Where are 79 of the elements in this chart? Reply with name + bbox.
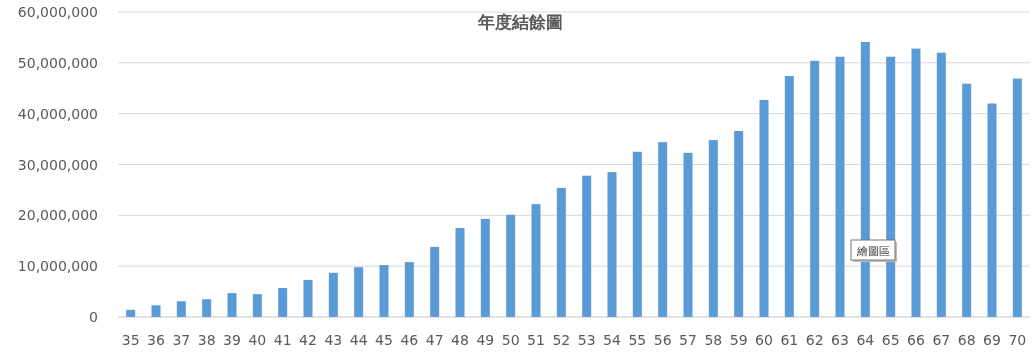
bar (632, 151, 642, 317)
bar (759, 99, 769, 317)
bar (202, 299, 212, 317)
x-tick-label: 43 (324, 332, 343, 348)
bar (987, 103, 997, 317)
x-tick-label: 60 (755, 332, 773, 348)
x-tick-label: 57 (679, 332, 697, 348)
x-tick-label: 44 (349, 332, 368, 348)
x-tick-label: 41 (273, 332, 292, 348)
bar (455, 228, 465, 317)
bar (151, 305, 161, 317)
bar (835, 56, 845, 317)
x-tick-label: 48 (451, 332, 469, 348)
bar (354, 267, 364, 317)
x-tick-label: 49 (476, 332, 495, 348)
x-tick-label: 67 (932, 332, 951, 348)
bar (379, 265, 389, 317)
bar (936, 52, 946, 317)
x-tick-label: 38 (197, 332, 216, 348)
x-tick-label: 42 (299, 332, 317, 348)
bar (252, 294, 262, 317)
x-tick-label: 66 (907, 332, 925, 348)
bar (480, 218, 490, 317)
x-tick-label: 37 (172, 332, 191, 348)
bar (1012, 78, 1022, 317)
chart-title: 年度結餘圖 (476, 12, 563, 32)
y-tick-label: 40,000,000 (17, 105, 98, 122)
bar (962, 83, 972, 317)
x-tick-label: 54 (603, 332, 621, 348)
bar (404, 262, 414, 317)
bar (734, 130, 744, 317)
x-tick-label: 40 (248, 332, 267, 348)
bar (176, 301, 186, 317)
y-tick-label: 30,000,000 (17, 156, 98, 173)
x-tick-label: 69 (983, 332, 1001, 348)
bar (911, 48, 921, 317)
x-tick-label: 50 (501, 332, 520, 348)
x-tick-label: 39 (223, 332, 241, 348)
annotation: 繪圖區 (855, 245, 890, 258)
x-tick-label: 62 (805, 332, 824, 348)
x-tick-label: 35 (121, 332, 140, 348)
x-tick-label: 70 (1008, 332, 1027, 348)
x-tick-label: 59 (729, 332, 748, 348)
x-tick-label: 68 (957, 332, 976, 348)
bar (278, 288, 288, 317)
x-tick-label: 53 (577, 332, 596, 348)
bar (227, 293, 237, 317)
x-tick-label: 45 (375, 332, 393, 348)
bar (582, 175, 592, 317)
y-tick-label: 20,000,000 (17, 207, 98, 224)
bar (708, 140, 718, 317)
bar (607, 172, 617, 317)
bar (430, 246, 440, 317)
bar (506, 214, 516, 317)
bar (810, 60, 820, 317)
x-tick-label: 51 (527, 332, 545, 348)
x-tick-label: 64 (856, 332, 875, 348)
bar (531, 204, 541, 317)
y-tick-label: 50,000,000 (17, 54, 98, 71)
x-tick-label: 46 (400, 332, 419, 348)
x-tick-label: 65 (881, 332, 900, 348)
y-tick-label: 0 (89, 309, 98, 325)
x-tick-label: 47 (425, 332, 444, 348)
bar (328, 272, 338, 317)
x-tick-label: 58 (704, 332, 723, 348)
x-tick-label: 61 (780, 332, 799, 348)
bar (126, 309, 136, 317)
bar (556, 187, 566, 317)
bar (303, 279, 313, 317)
y-tick-label: 60,000,000 (17, 4, 98, 20)
x-tick-label: 55 (628, 332, 647, 348)
x-tick-label: 52 (552, 332, 571, 348)
bar (683, 152, 693, 317)
x-tick-label: 36 (147, 332, 165, 348)
bar (784, 76, 794, 317)
y-tick-label: 10,000,000 (17, 258, 98, 275)
bar (658, 142, 668, 317)
x-tick-label: 63 (831, 332, 849, 348)
x-tick-label: 56 (653, 332, 672, 348)
